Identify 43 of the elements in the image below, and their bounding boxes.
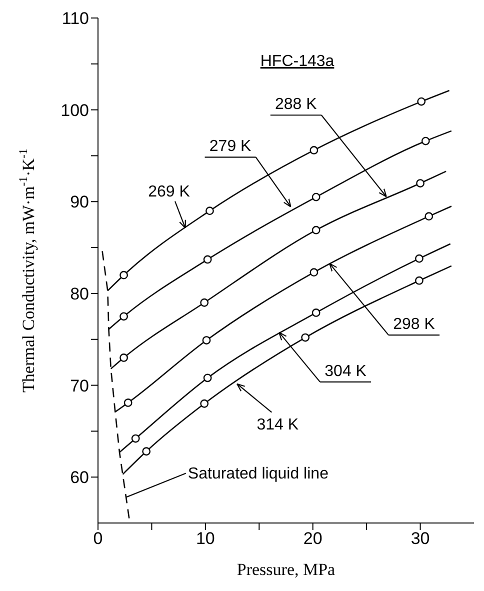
y-tick-label: 100	[60, 100, 89, 120]
point	[203, 374, 212, 382]
point	[421, 136, 430, 146]
point	[120, 354, 128, 362]
annotation: 288 K	[275, 96, 318, 114]
point	[312, 226, 320, 234]
point	[417, 97, 426, 106]
point	[415, 276, 424, 285]
point	[206, 206, 214, 216]
y-tick-label: 110	[62, 9, 89, 28]
point	[415, 254, 424, 263]
text: HFC-143a	[260, 53, 334, 70]
x-tick-label: 0	[93, 529, 103, 548]
point	[312, 192, 320, 202]
x-tick-label: 20	[303, 529, 322, 548]
point	[120, 312, 128, 321]
annotation: 298 K	[393, 316, 436, 334]
x-tick-label: 10	[196, 529, 215, 548]
point	[203, 255, 212, 264]
annotation: Saturated liquid line	[188, 465, 329, 482]
point	[312, 308, 320, 317]
point	[142, 447, 151, 456]
y-tick-label: 90	[70, 192, 89, 212]
point	[120, 270, 128, 280]
point	[202, 336, 211, 344]
point	[131, 434, 140, 443]
point	[200, 298, 209, 307]
point	[124, 398, 132, 407]
x-tick-label: 30	[410, 529, 430, 548]
point	[424, 212, 434, 221]
annotation: 269 K	[148, 183, 190, 200]
point	[310, 268, 318, 277]
y-tick-label: 80	[70, 284, 89, 304]
point	[310, 146, 318, 154]
y-tick-label: 70	[70, 376, 89, 396]
point	[200, 399, 209, 408]
point	[416, 179, 424, 188]
x-axis-title: Pressure, MPa	[236, 560, 336, 579]
point	[301, 333, 310, 342]
y-tick-label: 60	[70, 468, 89, 488]
annotation: 314 K	[256, 416, 299, 434]
annotation: 304 K	[324, 362, 367, 380]
annotation: 279 K	[209, 138, 252, 156]
